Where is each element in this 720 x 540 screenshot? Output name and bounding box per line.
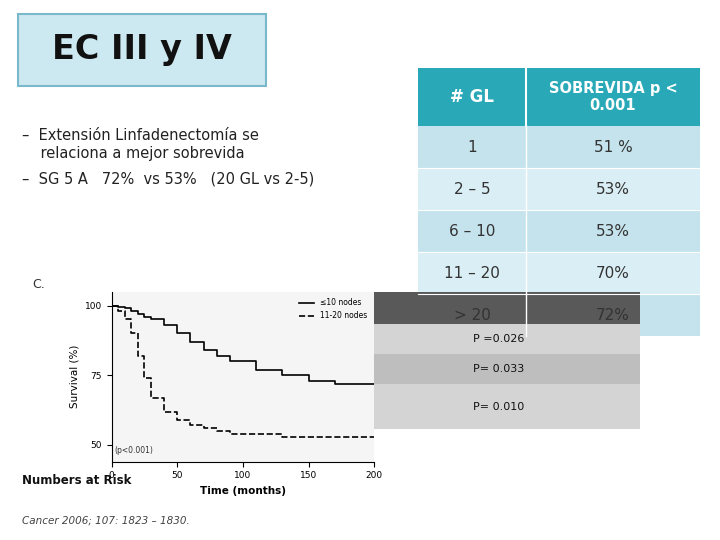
FancyBboxPatch shape	[418, 252, 700, 294]
Text: SOBREVIDA p <
0.001: SOBREVIDA p < 0.001	[549, 81, 678, 113]
Text: 1: 1	[467, 139, 477, 154]
Text: 72%: 72%	[596, 307, 630, 322]
FancyBboxPatch shape	[418, 294, 700, 336]
FancyBboxPatch shape	[128, 324, 640, 354]
Text: P= 0.033: P= 0.033	[473, 364, 524, 374]
FancyBboxPatch shape	[418, 210, 700, 252]
Text: Citología peritoneal: Citología peritoneal	[134, 364, 243, 374]
FancyBboxPatch shape	[418, 126, 700, 168]
FancyBboxPatch shape	[128, 292, 640, 324]
Text: 2 – 5: 2 – 5	[454, 181, 490, 197]
Text: 11 – 20: 11 – 20	[444, 266, 500, 280]
FancyBboxPatch shape	[128, 384, 640, 429]
Text: P= 0.010: P= 0.010	[473, 402, 524, 411]
Text: (p<0.001): (p<0.001)	[114, 447, 153, 455]
FancyBboxPatch shape	[18, 14, 266, 86]
Text: 6 – 10: 6 – 10	[449, 224, 495, 239]
Text: –  SG 5 A   72%  vs 53%   (20 GL vs 2-5): – SG 5 A 72% vs 53% (20 GL vs 2-5)	[22, 172, 314, 187]
Text: 53%: 53%	[596, 224, 630, 239]
Text: Numero sitios positivos  1 vs
2 omas: Numero sitios positivos 1 vs 2 omas	[134, 396, 293, 417]
Y-axis label: Survival (%): Survival (%)	[69, 345, 79, 408]
Text: Grado: Grado	[134, 334, 168, 344]
Text: C.: C.	[32, 278, 45, 291]
Text: –  Extensión Linfadenectomía se: – Extensión Linfadenectomía se	[22, 128, 259, 143]
Text: P =0.026: P =0.026	[473, 334, 524, 344]
X-axis label: Time (months): Time (months)	[200, 486, 286, 496]
FancyBboxPatch shape	[128, 354, 640, 384]
Text: Numbers at Risk: Numbers at Risk	[22, 474, 131, 487]
Text: 51 %: 51 %	[593, 139, 632, 154]
Text: > 20: > 20	[454, 307, 490, 322]
Text: EC III y IV: EC III y IV	[52, 33, 232, 66]
Legend: ≤10 nodes, 11-20 nodes: ≤10 nodes, 11-20 nodes	[296, 295, 371, 323]
Text: relaciona a mejor sobrevida: relaciona a mejor sobrevida	[22, 146, 245, 161]
Text: Cancer 2006; 107: 1823 – 1830.: Cancer 2006; 107: 1823 – 1830.	[22, 516, 190, 526]
Text: 70%: 70%	[596, 266, 630, 280]
Text: # GL: # GL	[450, 88, 494, 106]
Text: 53%: 53%	[596, 181, 630, 197]
FancyBboxPatch shape	[418, 168, 700, 210]
FancyBboxPatch shape	[418, 68, 700, 126]
